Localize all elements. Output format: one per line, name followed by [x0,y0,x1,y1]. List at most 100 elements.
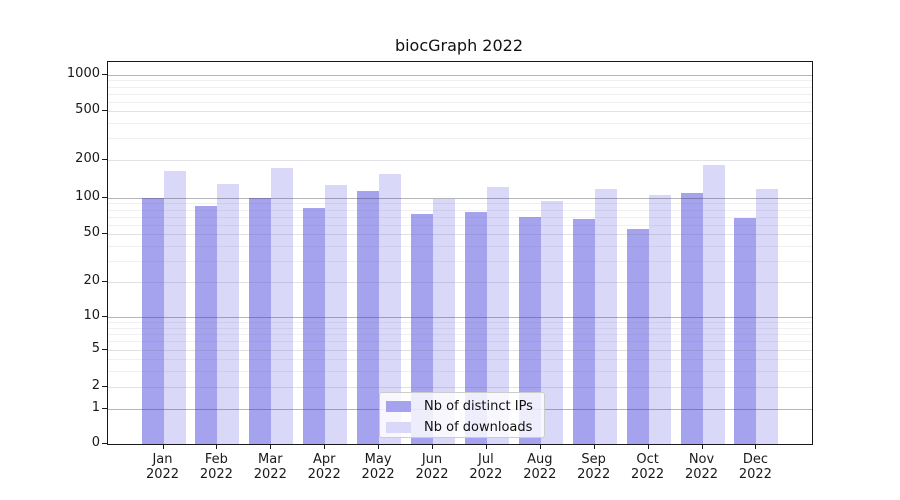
x-tick-label: Feb 2022 [188,452,244,482]
legend-swatch [386,400,411,412]
y-minor-gridline [108,359,812,360]
x-tick-mark [216,444,218,449]
bar-downloads [325,185,348,444]
bar-downloads [540,201,563,444]
x-tick-month: Jun [421,452,443,467]
legend-item-label: Nb of distinct IPs [424,398,533,414]
x-tick-year: 2022 [307,467,341,482]
x-tick-mark [647,444,649,449]
y-gridline [108,160,812,161]
bar-distinct-ips [572,218,595,444]
y-minor-gridline [108,209,812,211]
x-tick-year: 2022 [738,467,772,482]
y-gridline [108,75,812,76]
x-tick-month: Apr [312,452,336,467]
bar-downloads [756,189,779,444]
x-tick-month: Aug [527,452,553,467]
x-tick-mark [270,444,272,449]
legend: Nb of distinct IPs Nb of downloads [379,392,545,438]
y-minor-gridline [108,86,812,88]
y-minor-gridline [108,122,812,124]
bar-distinct-ips [141,198,164,444]
y-tick-mark [102,74,107,75]
y-minor-gridline [108,138,812,140]
x-tick-year: 2022 [415,467,449,482]
y-minor-gridline [108,370,812,372]
y-tick-label: 200 [75,151,100,166]
bar-distinct-ips [464,212,487,444]
y-tick-label: 100 [75,189,100,204]
bar-downloads [702,164,725,444]
x-tick-year: 2022 [199,467,233,482]
bar-downloads [648,195,671,444]
y-minor-gridline [108,333,812,335]
x-tick-mark [539,444,541,449]
y-tick-label: 20 [83,273,100,288]
y-gridline [108,387,812,388]
bar-distinct-ips [195,206,218,444]
bar-downloads [486,187,509,444]
y-tick-mark [102,316,107,317]
bar-downloads [271,167,294,444]
bar-downloads [594,188,617,444]
plot-area: Nb of distinct IPs Nb of downloads [107,61,813,445]
bar-downloads [163,171,186,444]
x-tick-year: 2022 [361,467,395,482]
y-minor-gridline [108,224,812,226]
x-tick-mark [432,444,433,449]
y-tick-label: 5 [91,341,100,356]
x-tick-year: 2022 [684,467,719,482]
y-minor-gridline [108,203,812,205]
x-tick-mark [485,444,487,449]
x-tick-label: Jul 2022 [458,452,514,482]
x-tick-year: 2022 [469,467,503,482]
y-tick-label: 1 [91,400,100,415]
x-tick-label: Oct 2022 [620,452,676,482]
x-tick-label: Jun 2022 [404,452,460,482]
x-tick-mark [378,444,380,449]
x-tick-month: Jan [152,452,173,467]
bar-distinct-ips [411,213,433,444]
x-tick-month: Nov [688,452,715,467]
legend-swatch [386,421,411,433]
x-tick-month: Oct [636,452,659,467]
legend-item-label: Nb of downloads [424,419,533,435]
x-tick-label: Dec 2022 [727,452,783,482]
x-tick-month: Mar [258,452,283,467]
x-tick-year: 2022 [253,467,287,482]
y-minor-gridline [108,341,812,343]
bar-distinct-ips [518,216,541,444]
x-tick-label: Nov 2022 [674,452,730,482]
y-tick-mark [102,443,107,444]
bar-distinct-ips [626,229,649,444]
x-tick-mark [324,444,326,449]
x-tick-mark [162,444,164,449]
y-tick-label: 50 [83,225,100,240]
y-minor-gridline [108,260,812,262]
bar-distinct-ips [303,207,326,444]
y-tick-label: 2 [91,378,100,393]
y-minor-gridline [108,245,812,247]
x-tick-label: Aug 2022 [512,452,568,482]
y-minor-gridline [108,101,812,103]
y-tick-mark [102,386,107,387]
x-tick-year: 2022 [145,467,180,482]
y-tick-label: 0 [91,435,100,450]
bar-distinct-ips [680,193,703,444]
y-gridline [108,282,812,283]
y-tick-mark [102,110,107,111]
y-tick-label: 10 [83,308,100,323]
x-tick-label: Apr 2022 [296,452,352,482]
bar-distinct-ips [734,218,757,444]
y-tick-mark [102,408,107,409]
y-gridline [108,198,812,199]
y-gridline [108,234,812,235]
y-minor-gridline [108,216,812,218]
y-minor-gridline [108,80,812,82]
y-tick-mark [102,281,107,282]
y-gridline [108,350,812,351]
legend-item: Nb of distinct IPs [386,396,533,416]
x-tick-label: Sep 2022 [566,452,622,482]
y-gridline [108,111,812,112]
